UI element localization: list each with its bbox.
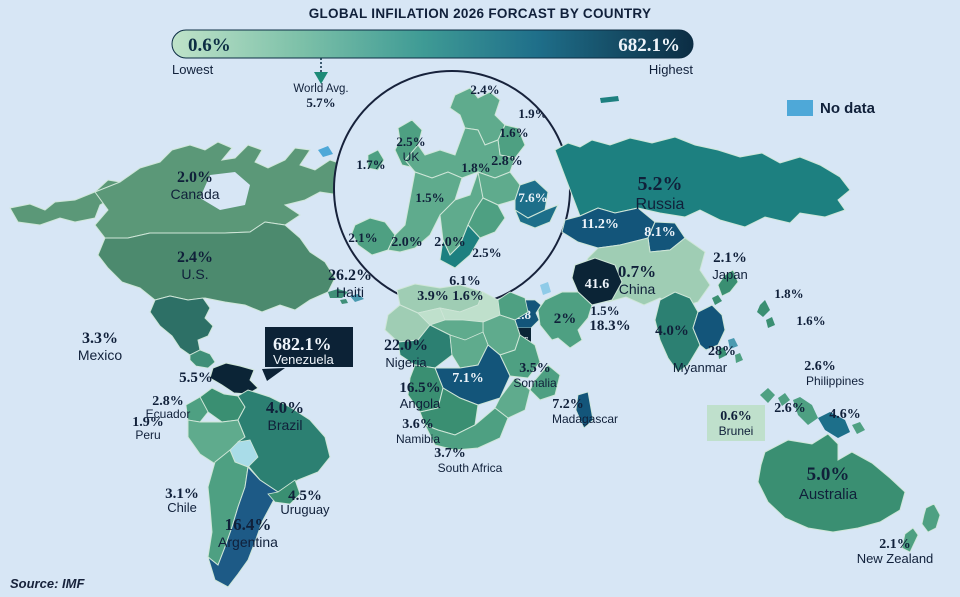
svg-text:0.6%: 0.6% <box>188 35 231 56</box>
svg-text:1.8%: 1.8% <box>774 286 803 301</box>
svg-text:2.0%: 2.0% <box>391 235 423 250</box>
svg-text:1.6%: 1.6% <box>499 125 528 140</box>
svg-text:Japan: Japan <box>712 267 747 282</box>
svg-text:0.7%: 0.7% <box>618 262 656 281</box>
svg-text:5.2%: 5.2% <box>638 173 683 195</box>
svg-text:2.5%: 2.5% <box>472 245 501 260</box>
svg-text:3.9%: 3.9% <box>417 289 449 304</box>
svg-text:18.3%: 18.3% <box>589 318 630 334</box>
svg-text:2.8%: 2.8% <box>491 154 523 169</box>
svg-text:China: China <box>619 281 656 297</box>
svg-text:1.8%: 1.8% <box>461 160 490 175</box>
svg-text:2.6%: 2.6% <box>774 401 806 416</box>
svg-text:3.5%: 3.5% <box>519 361 551 376</box>
svg-text:4.6%: 4.6% <box>829 407 861 422</box>
svg-text:Mexico: Mexico <box>78 347 123 363</box>
svg-text:7.1%: 7.1% <box>452 371 484 386</box>
svg-text:GLOBAL INFILATION 2026 FORCAST: GLOBAL INFILATION 2026 FORCAST BY COUNTR… <box>309 6 652 21</box>
svg-text:1.5%: 1.5% <box>590 303 619 318</box>
svg-text:2.1%: 2.1% <box>713 250 747 266</box>
svg-text:0.6%: 0.6% <box>720 409 752 424</box>
svg-text:1.6%: 1.6% <box>452 289 484 304</box>
svg-text:South Africa: South Africa <box>438 461 503 475</box>
svg-text:Uruguay: Uruguay <box>280 502 330 517</box>
svg-text:Peru: Peru <box>135 428 160 442</box>
svg-text:Somalia: Somalia <box>513 376 557 390</box>
svg-text:28%: 28% <box>708 344 736 359</box>
svg-text:Canada: Canada <box>170 186 219 202</box>
svg-text:Myanmar: Myanmar <box>673 360 728 375</box>
svg-text:16.5%: 16.5% <box>399 380 440 396</box>
svg-text:2%: 2% <box>554 311 577 327</box>
svg-text:16.4%: 16.4% <box>225 515 272 534</box>
svg-text:Lowest: Lowest <box>172 62 214 77</box>
svg-text:7.2%: 7.2% <box>552 397 584 412</box>
svg-text:Brunei: Brunei <box>719 424 754 438</box>
svg-text:5.7%: 5.7% <box>306 95 335 110</box>
svg-text:Madagascar: Madagascar <box>552 412 618 426</box>
svg-text:U.S.: U.S. <box>181 266 208 282</box>
svg-text:11.2%: 11.2% <box>581 217 619 232</box>
svg-text:Brazil: Brazil <box>267 417 302 433</box>
svg-text:2.0%: 2.0% <box>434 235 466 250</box>
svg-text:Namibia: Namibia <box>396 432 440 446</box>
svg-text:5.5%: 5.5% <box>179 370 213 386</box>
svg-text:2.6%: 2.6% <box>804 359 836 374</box>
svg-text:Australia: Australia <box>799 486 858 503</box>
svg-text:4.0%: 4.0% <box>655 323 689 339</box>
svg-text:New Zealand: New Zealand <box>857 551 934 566</box>
svg-text:1.7%: 1.7% <box>356 157 385 172</box>
svg-text:22.0%: 22.0% <box>384 337 428 354</box>
svg-text:2.0%: 2.0% <box>177 169 213 186</box>
svg-text:41.6: 41.6 <box>585 277 610 292</box>
svg-text:Venezuela: Venezuela <box>273 352 334 367</box>
svg-text:3.6%: 3.6% <box>402 417 434 432</box>
svg-text:World Avg.: World Avg. <box>293 83 348 95</box>
svg-text:3.3%: 3.3% <box>82 330 118 347</box>
svg-text:Angola: Angola <box>400 396 441 411</box>
svg-text:1.5%: 1.5% <box>415 190 444 205</box>
svg-text:682.1%: 682.1% <box>273 334 332 354</box>
svg-text:No data: No data <box>820 100 876 117</box>
svg-text:2.4%: 2.4% <box>470 82 499 97</box>
svg-text:2.1%: 2.1% <box>348 230 377 245</box>
svg-text:3.7%: 3.7% <box>434 446 466 461</box>
svg-text:Source: IMF: Source: IMF <box>10 576 85 591</box>
svg-text:2.1%: 2.1% <box>879 537 911 552</box>
svg-text:5.0%: 5.0% <box>807 464 850 485</box>
svg-text:Philippines: Philippines <box>806 374 864 388</box>
svg-text:1.6%: 1.6% <box>796 313 825 328</box>
svg-text:Argentina: Argentina <box>218 534 278 550</box>
svg-text:Russia: Russia <box>636 196 685 213</box>
svg-text:Nigeria: Nigeria <box>385 355 427 370</box>
svg-text:4.0%: 4.0% <box>266 398 304 417</box>
svg-text:2.4%: 2.4% <box>177 249 213 266</box>
svg-text:Haiti: Haiti <box>336 284 364 300</box>
svg-text:UK: UK <box>403 150 420 164</box>
svg-text:2.5%: 2.5% <box>396 134 425 149</box>
svg-text:8.1%: 8.1% <box>644 225 676 240</box>
svg-text:682.1%: 682.1% <box>618 35 680 56</box>
svg-text:7.6%: 7.6% <box>518 190 547 205</box>
svg-text:Chile: Chile <box>167 500 197 515</box>
svg-text:Highest: Highest <box>649 62 693 77</box>
